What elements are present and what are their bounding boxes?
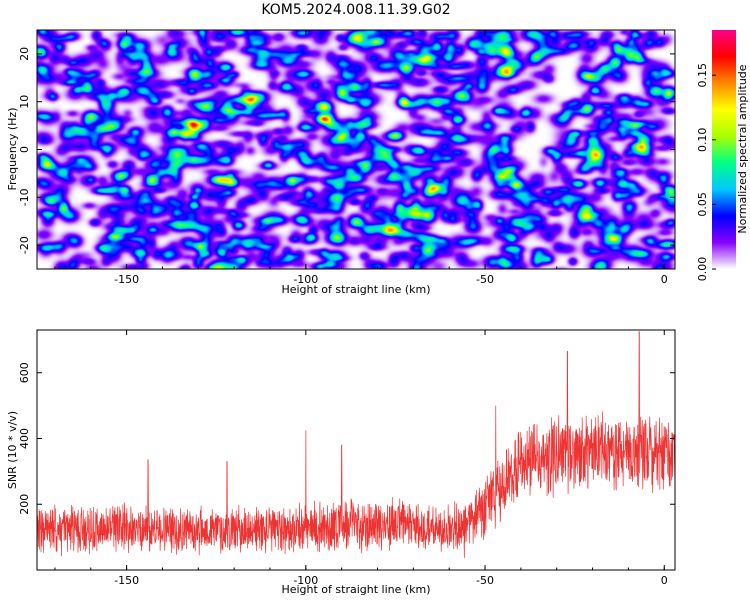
snr-x-tick-label: -100 [293, 574, 318, 587]
heatmap-x-tick-label: -50 [476, 273, 494, 286]
heatmap-x-tick-label: -100 [293, 273, 318, 286]
snr-y-tick-label: 200 [18, 494, 31, 515]
heatmap-y-tick-label: -20 [18, 236, 31, 254]
heatmap-image-area [37, 30, 675, 269]
colorbar: 0.00 0.05 0.10 0.15 Normalized spectral amp… [696, 30, 749, 281]
heatmap-x-axis: -150 -100 -50 0 [54, 30, 668, 286]
snr-y-tick-label: 400 [18, 428, 31, 449]
snr-x-axis: -150 -100 -50 0 [54, 330, 668, 587]
heatmap-y-tick-label: 0 [18, 146, 31, 153]
snr-x-tick-label: 0 [661, 574, 668, 587]
heatmap-x-tick-label: -150 [114, 273, 139, 286]
colorbar-label: Normalized spectral amplitude [736, 64, 749, 233]
snr-y-tick-label: 600 [18, 362, 31, 383]
snr-frame [36, 329, 676, 571]
colorbar-gradient [712, 30, 736, 269]
snr-panel: -150 -100 -50 0 200 400 600 Height of straigh… [6, 329, 676, 596]
snr-x-tick-label: -50 [476, 574, 494, 587]
snr-series-line [37, 331, 675, 558]
snr-x-label: Height of straight line (km) [281, 583, 430, 596]
heatmap-y-tick-label: 20 [18, 47, 31, 61]
snr-x-tick-label: -150 [114, 574, 139, 587]
snr-y-axis: 200 400 600 [18, 362, 675, 515]
snr-y-label: SNR (10 * v/v) [6, 411, 19, 489]
colorbar-tick-label: 0.15 [696, 63, 709, 88]
colorbar-tick-label: 0.05 [696, 192, 709, 217]
colorbar-tick-label: 0.00 [696, 257, 709, 282]
colorbar-axis: 0.00 0.05 0.10 0.15 [696, 63, 716, 281]
heatmap-y-tick-label: 10 [18, 95, 31, 109]
heatmap-y-axis: -20 -10 0 10 20 [18, 47, 675, 254]
heatmap-y-tick-label: -10 [18, 188, 31, 206]
figure-title: KOM5.2024.008.11.39.G02 [261, 2, 450, 18]
heatmap-x-tick-label: 0 [661, 273, 668, 286]
heatmap-x-label: Height of straight line (km) [281, 283, 430, 296]
heatmap-y-label: Frequency (Hz) [6, 108, 19, 191]
colorbar-tick-label: 0.10 [696, 128, 709, 153]
